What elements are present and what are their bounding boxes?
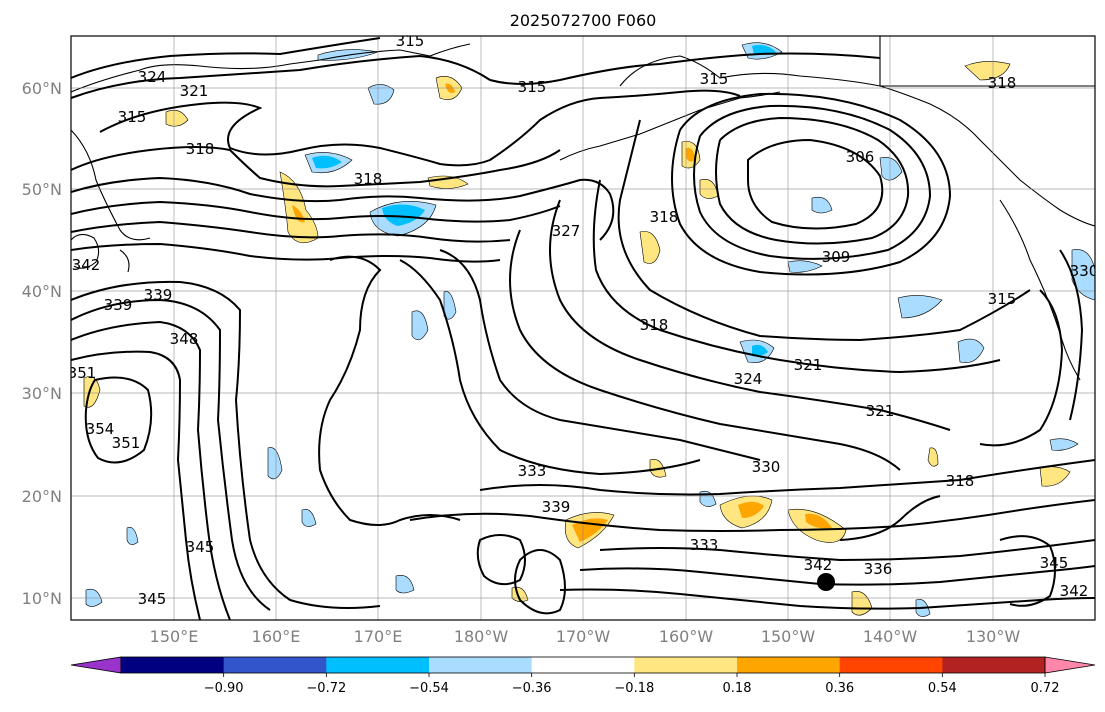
lat-axis-labels: 60°N 50°N 40°N 30°N 20°N 10°N: [22, 79, 62, 608]
colorbar-frame: [120, 656, 1046, 674]
contour-label: 333: [518, 462, 547, 480]
contour-label: 351: [68, 364, 97, 382]
colorbar: −0.90 −0.72 −0.54 −0.36 −0.18 0.18 0.36 0.54 0.7…: [70, 656, 1096, 696]
contour-label: 351: [112, 434, 141, 452]
colorbar-tick-label: −0.36: [512, 681, 552, 696]
contour-label: 330: [1070, 262, 1099, 280]
lon-label: 180°W: [454, 627, 509, 646]
contour-label: 324: [734, 370, 763, 388]
colorbar-tick-label: 0.54: [928, 681, 957, 696]
map-frame: [70, 35, 1096, 621]
colorbar-tick-label: −0.72: [306, 681, 346, 696]
colorbar-segment: [121, 657, 225, 673]
contour-label: 336: [864, 560, 893, 578]
colorbar-segment: [429, 657, 533, 673]
colorbar-tick-label: 0.72: [1031, 681, 1060, 696]
contour-label: 321: [866, 402, 895, 420]
lon-label: 160°E: [252, 627, 301, 646]
contour-label: 318: [650, 208, 679, 226]
colorbar-tick-label: −0.90: [204, 681, 244, 696]
colorbar-tick-label: 0.18: [723, 681, 752, 696]
lat-label: 40°N: [22, 282, 62, 301]
lon-label: 170°E: [354, 627, 403, 646]
map-title: 2025072700 F060: [510, 11, 657, 30]
contour-label: 348: [170, 330, 199, 348]
contour-label: 342: [72, 256, 101, 274]
storm-center-marker: [817, 573, 835, 591]
contour-label: 345: [1040, 554, 1069, 572]
colorbar-tick-label: −0.54: [409, 681, 449, 696]
gridlines: [71, 36, 1095, 620]
lat-label: 10°N: [22, 589, 62, 608]
contour-label: 354: [86, 420, 115, 438]
contour-label: 330: [752, 458, 781, 476]
contour-label: 318: [354, 170, 383, 188]
colorbar-extend-high: [1044, 656, 1096, 674]
contour-labels: 315 324 321 315 318 318 315 315 318 306 …: [68, 32, 1099, 608]
contour-label: 342: [804, 556, 833, 574]
lon-axis-labels: 150°E 160°E 170°E 180°W 170°W 160°W 150°…: [150, 627, 1021, 646]
contour-label: 318: [186, 140, 215, 158]
colorbar-segment: [326, 657, 430, 673]
contour-label: 321: [794, 356, 823, 374]
contour-label: 315: [700, 70, 729, 88]
lon-label: 160°W: [659, 627, 714, 646]
colorbar-segment: [839, 657, 943, 673]
lat-label: 60°N: [22, 79, 62, 98]
lat-label: 20°N: [22, 487, 62, 506]
lat-label: 30°N: [22, 384, 62, 403]
contour-label: 339: [144, 286, 173, 304]
colorbar-extend-low: [70, 656, 122, 674]
lon-label: 150°E: [150, 627, 199, 646]
colorbar-segment: [737, 657, 841, 673]
map-area: 315 324 321 315 318 318 315 315 318 306 …: [68, 32, 1099, 620]
colorbar-segment: [531, 657, 635, 673]
contour-label: 306: [846, 148, 875, 166]
colorbar-segment: [634, 657, 738, 673]
contour-label: 345: [138, 590, 167, 608]
contour-label: 345: [186, 538, 215, 556]
contour-label: 318: [946, 472, 975, 490]
contour-label: 324: [138, 68, 167, 86]
contour-label: 315: [118, 108, 147, 126]
contour-label: 333: [690, 536, 719, 554]
lon-label: 150°W: [761, 627, 816, 646]
contour-label: 339: [104, 296, 133, 314]
contour-label: 342: [1060, 582, 1089, 600]
colorbar-tick-label: 0.36: [825, 681, 854, 696]
contours: [71, 37, 1095, 620]
lat-label: 50°N: [22, 180, 62, 199]
colorbar-segment: [942, 657, 1046, 673]
contour-label: 318: [988, 74, 1017, 92]
contour-label: 309: [822, 248, 851, 266]
contour-label: 318: [640, 316, 669, 334]
shaded-fields: [83, 42, 1095, 617]
contour-label: 327: [552, 222, 581, 240]
contour-label: 315: [396, 32, 425, 50]
colorbar-tick-label: −0.18: [614, 681, 654, 696]
lon-label: 170°W: [556, 627, 611, 646]
lon-label: 140°W: [863, 627, 918, 646]
contour-label: 315: [518, 78, 547, 96]
lon-label: 130°W: [966, 627, 1021, 646]
contour-label: 339: [542, 498, 571, 516]
contour-label: 321: [180, 82, 209, 100]
colorbar-segment: [223, 657, 327, 673]
coastlines: [71, 36, 1095, 381]
contour-label: 315: [988, 290, 1017, 308]
